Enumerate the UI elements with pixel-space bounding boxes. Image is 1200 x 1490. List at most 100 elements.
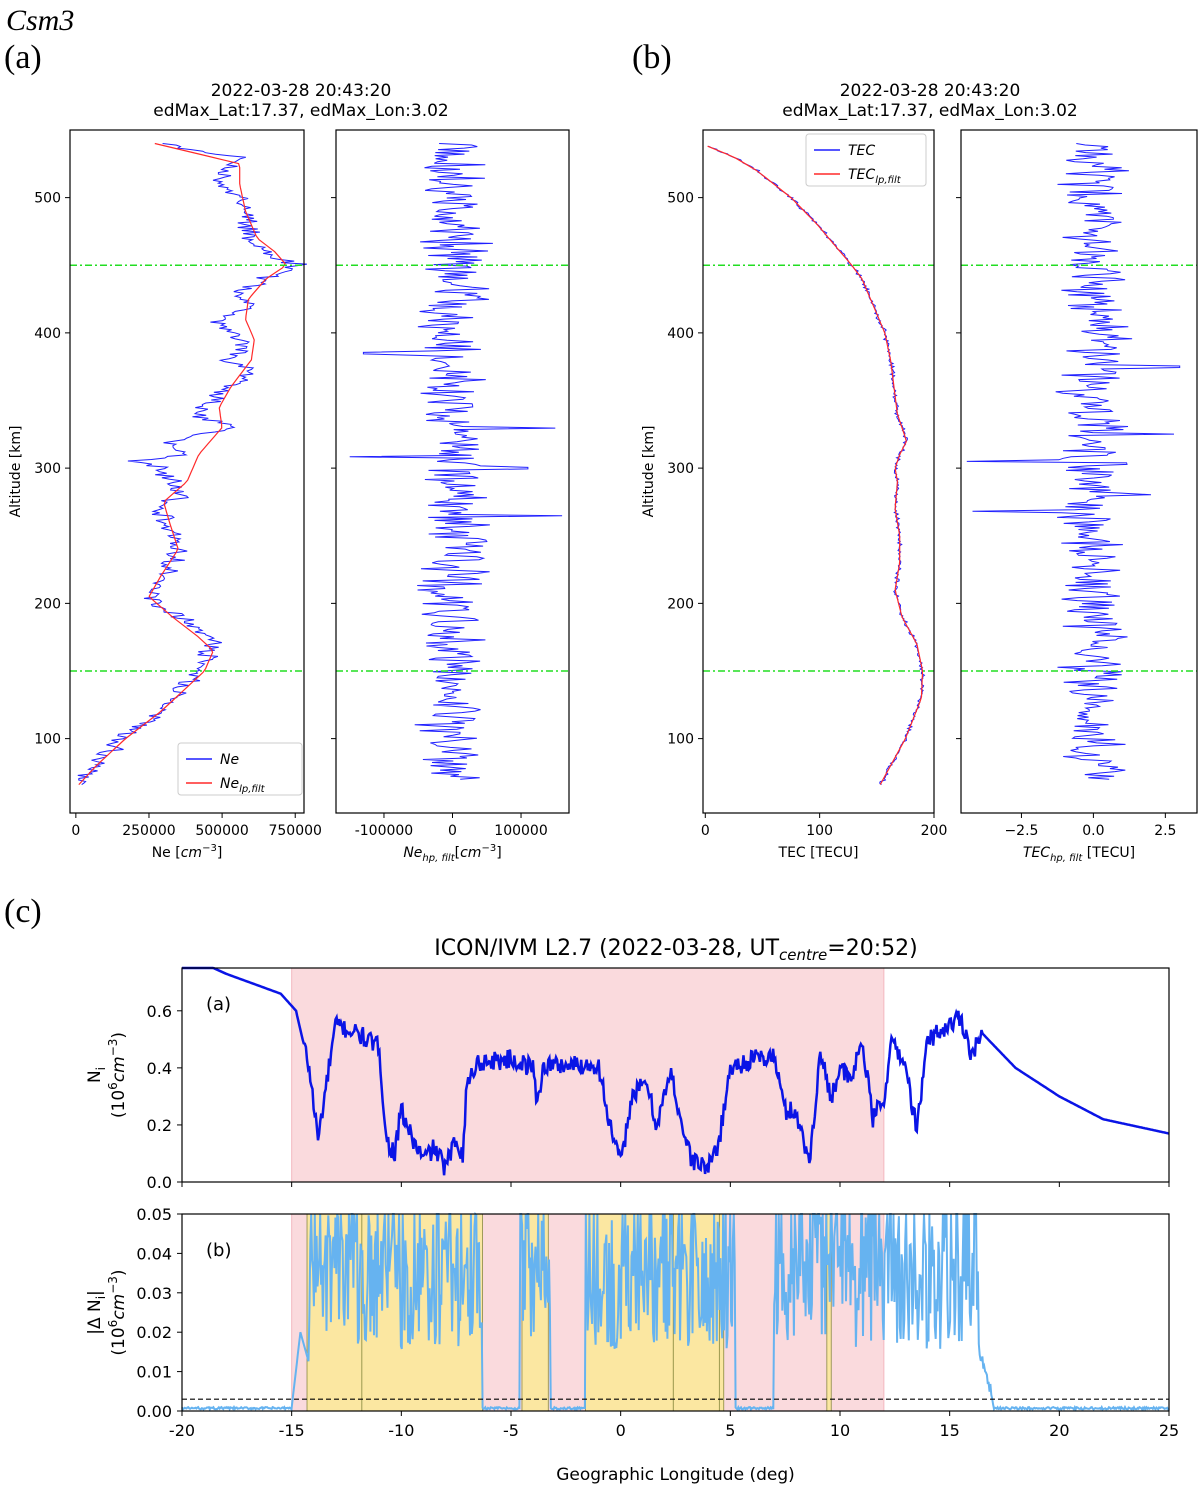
y-tick-label: 0.04 xyxy=(136,1244,172,1263)
plot-frame-b-left xyxy=(702,129,935,814)
x-tick-label: -10 xyxy=(388,1421,414,1440)
x-tick-label: -5 xyxy=(503,1421,519,1440)
text-span: TEC xyxy=(1023,845,1050,861)
text-span: −3 xyxy=(106,1276,120,1294)
text-span: Ne xyxy=(152,845,176,861)
x-axis-label: Ne [cm−3] xyxy=(152,843,223,861)
chart-title-line2: edMax_Lat:17.37, edMax_Lon:3.02 xyxy=(153,101,448,121)
x-tick-label: -100000 xyxy=(355,823,414,839)
ion-density-line xyxy=(182,966,1170,1176)
text-span: ) xyxy=(109,1269,129,1276)
x-tick-label: 0 xyxy=(71,823,80,839)
text-span: hp, filt xyxy=(1050,853,1083,864)
text-span: [ xyxy=(455,845,460,861)
subplot-label-b: (b) xyxy=(206,1240,231,1261)
plot-frame-c-bottom xyxy=(181,1213,1170,1412)
text-span: Ne xyxy=(220,752,239,768)
text-span: cm xyxy=(109,1056,129,1082)
text-span: (10 xyxy=(109,1090,129,1118)
y-tick-label: 400 xyxy=(34,326,61,342)
y-tick-label: 500 xyxy=(34,191,61,207)
y-tick-label: 0.2 xyxy=(147,1116,172,1135)
x-tick-label: 100 xyxy=(806,823,833,839)
plot-frame-a-right xyxy=(335,129,570,814)
text-span: hp, filt xyxy=(422,853,455,864)
text-span: lp,filt xyxy=(875,175,902,186)
chart-title-line2: edMax_Lat:17.37, edMax_Lon:3.02 xyxy=(782,101,1077,121)
y-tick-label: 400 xyxy=(667,326,694,342)
y-axis-label-line1: |Δ Ni| xyxy=(85,1290,108,1335)
panel-label-b: (b) xyxy=(632,39,672,76)
x-tick-label: 20 xyxy=(1049,1421,1069,1440)
text-span: cm xyxy=(460,845,481,861)
x-tick-label: 750000 xyxy=(268,823,321,839)
plot-frame-a-left xyxy=(69,129,305,814)
text-span: i xyxy=(94,1067,108,1070)
text-span: |Δ N xyxy=(85,1299,105,1334)
text-span: −3 xyxy=(202,843,217,854)
series-line-a-right-0 xyxy=(349,143,563,780)
text-span: ICON/IVM L2.7 (2022-03-28, UT xyxy=(434,936,779,961)
text-span: ] xyxy=(496,845,501,861)
x-tick-label: 0 xyxy=(448,823,457,839)
y-tick-label: 0.4 xyxy=(147,1059,172,1078)
text-span: 6 xyxy=(106,1082,120,1090)
y-tick-label: 300 xyxy=(667,461,694,477)
chart-title-line1: 2022-03-28 20:43:20 xyxy=(840,81,1021,101)
y-tick-label: 0.05 xyxy=(136,1205,172,1224)
text-span: cm xyxy=(109,1294,129,1320)
text-span: N xyxy=(85,1070,105,1083)
subplot-label-a: (a) xyxy=(206,994,231,1015)
y-tick-label: 0.00 xyxy=(136,1402,172,1421)
x-axis-label-c: Geographic Longitude (deg) xyxy=(556,1465,795,1485)
x-tick-label: 15 xyxy=(939,1421,959,1440)
x-tick-label: -15 xyxy=(279,1421,305,1440)
y-tick-label: 500 xyxy=(667,191,694,207)
text-span: centre xyxy=(779,946,827,964)
x-axis-label: TEChp, filt [TECU] xyxy=(1023,845,1135,864)
shaded-region xyxy=(291,967,885,1183)
text-span: [TECU] xyxy=(1082,845,1135,861)
legend-entry: TEC xyxy=(848,143,875,159)
series-line-a-left-1 xyxy=(78,142,286,786)
panel-label-a: (a) xyxy=(4,39,42,76)
x-tick-label: 10 xyxy=(830,1421,850,1440)
series-line-b-left-0 xyxy=(708,145,926,785)
y-axis-label-line2: (106cm−3) xyxy=(106,1032,129,1118)
text-span: ] xyxy=(217,845,222,861)
text-span: [ xyxy=(175,845,180,861)
chart-title-line1: 2022-03-28 20:43:20 xyxy=(211,81,392,101)
text-span: TEC [TECU] xyxy=(778,845,859,861)
legend-box xyxy=(177,742,303,796)
x-tick-label: 0 xyxy=(616,1421,626,1440)
text-span: −3 xyxy=(106,1039,120,1057)
text-span: Ne xyxy=(403,845,422,861)
text-span: (10 xyxy=(109,1327,129,1355)
series-line-b-right-0 xyxy=(966,143,1181,780)
legend-entry: Nelp,filt xyxy=(220,776,266,795)
y-axis-label: Altitude [km] xyxy=(8,426,24,518)
legend-box xyxy=(805,133,927,187)
y-tick-label: 300 xyxy=(34,461,61,477)
y-tick-label: 200 xyxy=(34,596,61,612)
y-axis-label-line2: (106cm−3) xyxy=(106,1269,129,1355)
text-span: i xyxy=(94,1296,108,1299)
x-axis-label: TEC [TECU] xyxy=(778,845,859,861)
y-tick-label: 100 xyxy=(34,732,61,748)
x-tick-label: −2.5 xyxy=(1004,823,1038,839)
x-tick-label: 25 xyxy=(1159,1421,1179,1440)
x-tick-label: 2.5 xyxy=(1154,823,1176,839)
chart-title-c: ICON/IVM L2.7 (2022-03-28, UTcentre=20:5… xyxy=(434,936,917,964)
text-span: TEC xyxy=(848,167,875,183)
delta-ni-line xyxy=(181,1212,1170,1412)
plot-frame-c-top xyxy=(181,967,1170,1183)
x-tick-label: 200 xyxy=(921,823,948,839)
y-axis-label-line1: Ni xyxy=(85,1067,108,1083)
text-span: =20:52) xyxy=(827,936,917,961)
y-tick-label: 0.0 xyxy=(147,1173,172,1192)
x-axis-label: Nehp, filt[cm−3] xyxy=(403,843,501,864)
x-tick-label: 100000 xyxy=(494,823,547,839)
legend-entry: TEClp,filt xyxy=(848,167,902,186)
